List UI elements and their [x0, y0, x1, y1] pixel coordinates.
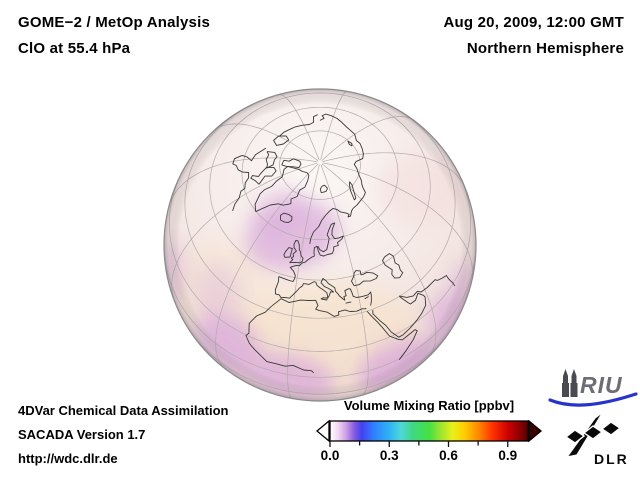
credit-line-assimilation: 4DVar Chemical Data Assimilation — [18, 403, 229, 418]
colorbar-left-arrow — [315, 419, 330, 443]
colorbar-tick-labels: 0.0 0.3 0.6 0.9 — [321, 448, 518, 463]
globe-limb — [163, 88, 477, 402]
dlr-logo: DLR — [564, 411, 629, 467]
riu-wordmark: RIU — [580, 372, 623, 398]
pressure-level-label: ClO at 55.4 hPa — [18, 40, 131, 57]
riu-logo: RIU — [548, 369, 638, 407]
colorbar-gradient-bar — [329, 420, 529, 442]
colorbar-tick-label: 0.3 — [380, 448, 399, 463]
header-right: Aug 20, 2009, 12:00 GMT Northern Hemisph… — [443, 10, 624, 62]
credit-line-version: SACADA Version 1.7 — [18, 427, 146, 442]
colorbar-tick-label: 0.0 — [321, 448, 340, 463]
colorbar-title: Volume Mixing Ratio [ppbv] — [344, 398, 514, 413]
app-title: GOME−2 / MetOp Analysis — [18, 14, 211, 31]
cathedral-icon — [562, 369, 578, 397]
colorbar-tick-label: 0.6 — [439, 448, 458, 463]
colorbar: Volume Mixing Ratio [ppbv] 0.0 0.3 0.6 0.9 — [315, 398, 543, 463]
footer-credit: 4DVar Chemical Data Assimilation SACADA … — [18, 399, 229, 471]
riu-swoosh — [548, 392, 638, 407]
header-left: GOME−2 / MetOp Analysis ClO at 55.4 hPa — [18, 10, 210, 62]
globe-map — [163, 88, 477, 402]
colorbar-right-arrow — [528, 419, 543, 443]
colorbar-tick-label: 0.9 — [498, 448, 517, 463]
globe-vignette — [164, 89, 476, 401]
colorbar-ticks — [329, 441, 509, 447]
credit-line-url: http://wdc.dlr.de — [18, 451, 118, 466]
dlr-wordmark: DLR — [594, 451, 629, 467]
hemisphere-label: Northern Hemisphere — [466, 40, 624, 57]
dlr-mark-icon — [564, 411, 622, 459]
timestamp-label: Aug 20, 2009, 12:00 GMT — [443, 14, 624, 31]
